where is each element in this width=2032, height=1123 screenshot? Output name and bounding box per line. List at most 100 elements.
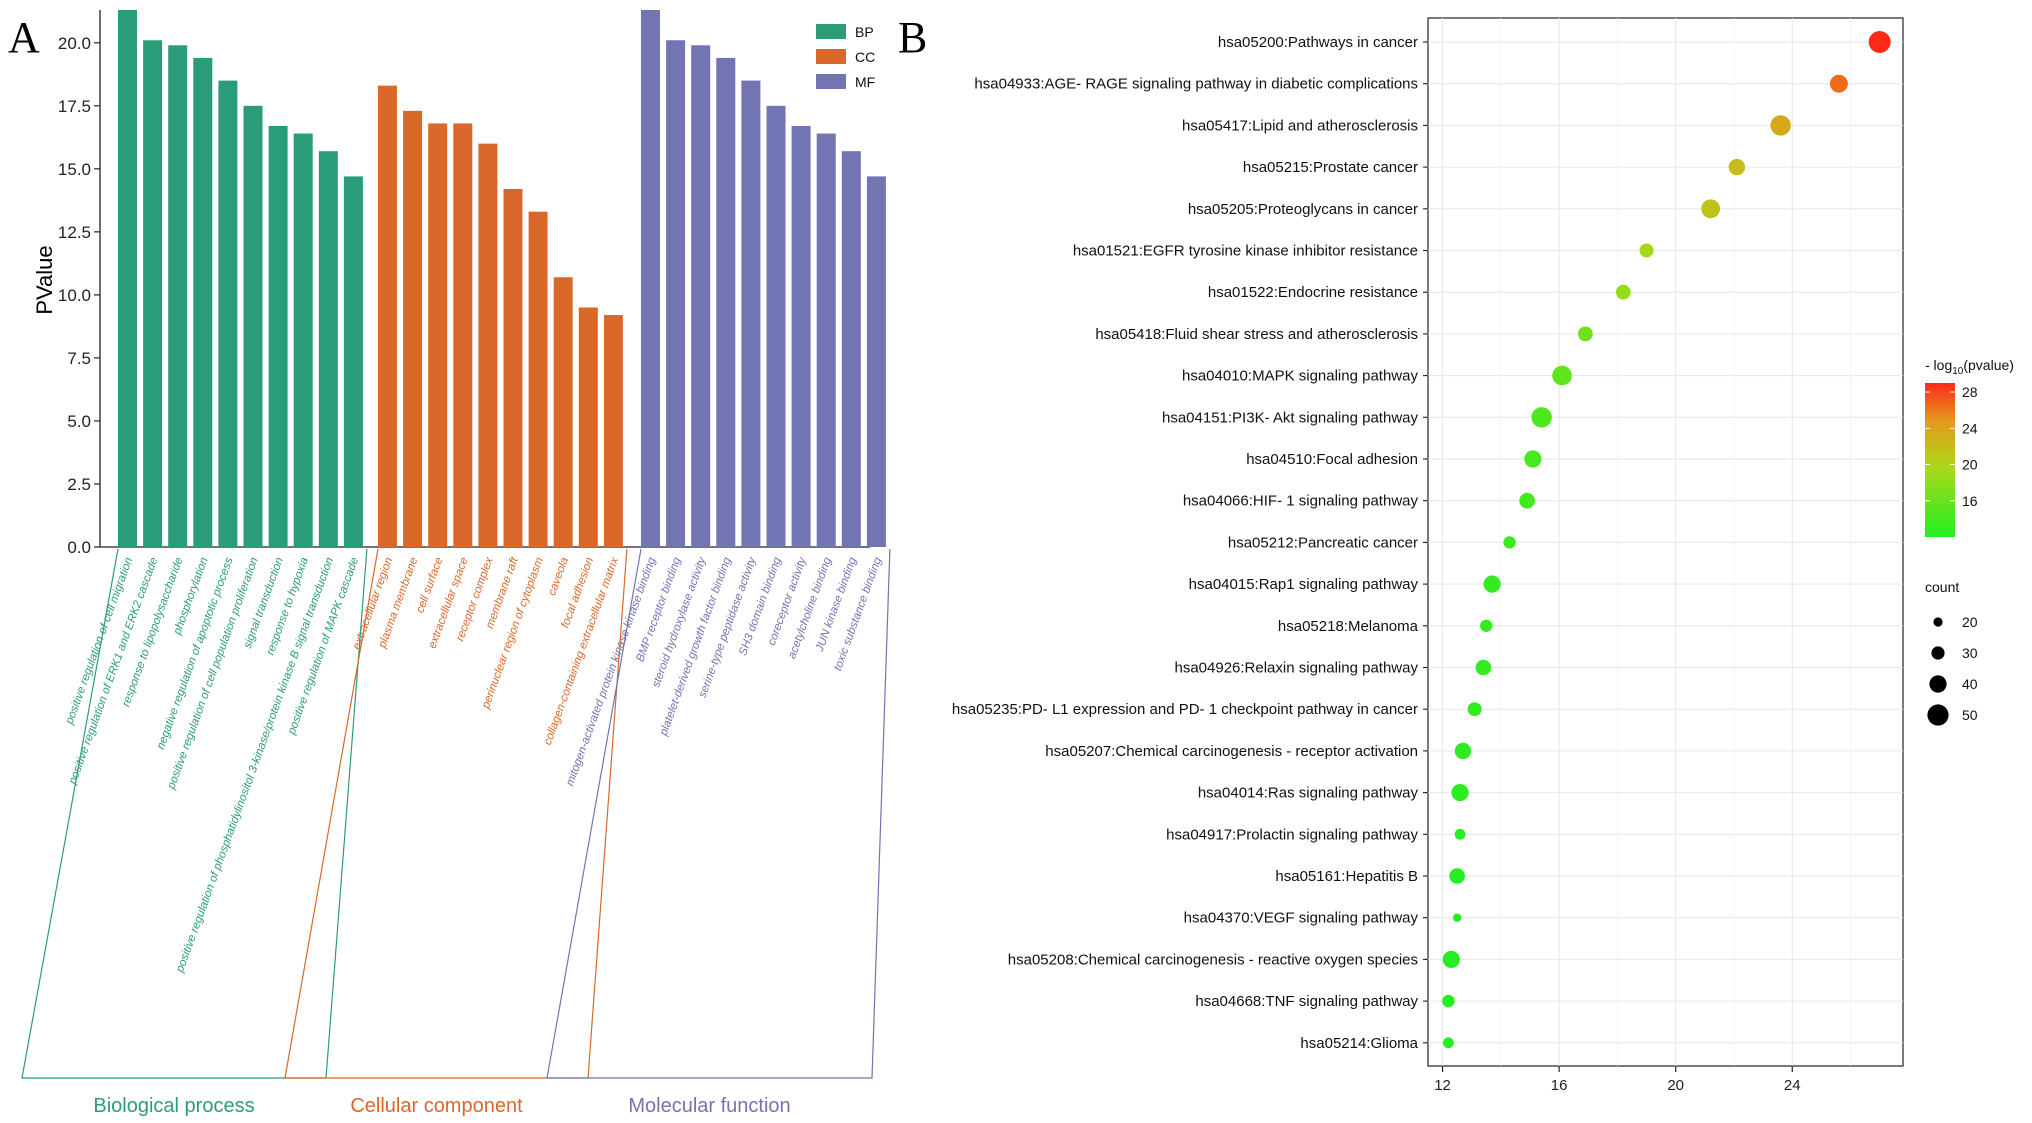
bubble-point bbox=[1483, 575, 1501, 593]
group-bracket-bp bbox=[21, 548, 368, 1079]
bubble-point bbox=[1480, 619, 1493, 632]
bar-mf-3 bbox=[691, 45, 711, 547]
pathway-label: hsa05418:Fluid shear stress and atherosc… bbox=[1095, 326, 1418, 343]
pathway-label: hsa05235:PD- L1 expression and PD- 1 che… bbox=[952, 701, 1418, 718]
bar-cc-5 bbox=[478, 143, 498, 547]
y-tick-label: 5.0 bbox=[67, 412, 91, 431]
bar-mf-4 bbox=[716, 57, 736, 548]
color-legend-title-suffix: (pvalue) bbox=[1963, 357, 2014, 373]
bar-cc-1 bbox=[378, 85, 397, 548]
bubble-point bbox=[1451, 784, 1469, 802]
bar-cc-4 bbox=[453, 123, 473, 547]
group-label-cc: Cellular component bbox=[350, 1095, 523, 1117]
x-tick-label: 12 bbox=[1434, 1077, 1451, 1094]
bubble-point bbox=[1454, 742, 1472, 760]
bubble-point bbox=[1701, 199, 1721, 219]
size-legend-label: 40 bbox=[1962, 676, 1978, 692]
pathway-label: hsa05215:Prostate cancer bbox=[1243, 159, 1418, 176]
pathway-label: hsa05218:Melanoma bbox=[1278, 618, 1419, 635]
bar-bp-8 bbox=[293, 133, 313, 547]
pathway-label: hsa04066:HIF- 1 signaling pathway bbox=[1183, 493, 1419, 510]
color-legend-ticks: 28 24 20 16 bbox=[1925, 384, 1978, 509]
bubble-point bbox=[1531, 407, 1552, 428]
bar-mf-5 bbox=[741, 80, 761, 547]
pathway-label: hsa01521:EGFR tyrosine kinase inhibitor … bbox=[1073, 243, 1418, 260]
size-legend-dot bbox=[1933, 617, 1943, 627]
color-tick-label: 28 bbox=[1962, 384, 1978, 400]
size-legend-label: 50 bbox=[1962, 707, 1978, 723]
pathway-label: hsa04010:MAPK signaling pathway bbox=[1182, 368, 1418, 385]
bubble-point bbox=[1503, 536, 1516, 549]
bar-cc-6 bbox=[503, 189, 523, 547]
size-legend-label: 30 bbox=[1962, 645, 1978, 661]
bar-cc-7 bbox=[528, 211, 548, 548]
group-brackets: Biological process Cellular component Mole… bbox=[21, 548, 891, 1117]
pathway-label: hsa05161:Hepatitis B bbox=[1275, 868, 1418, 885]
bar-bp-10 bbox=[343, 176, 363, 548]
bubble-point bbox=[1577, 326, 1593, 342]
bubble-point bbox=[1442, 950, 1460, 969]
bar-mf-8 bbox=[816, 133, 836, 547]
y-tick-label: 0.0 bbox=[67, 538, 91, 557]
bar-bp-9 bbox=[318, 151, 338, 547]
legend-swatch-bp bbox=[816, 24, 846, 39]
pathway-label: hsa04370:VEGF signaling pathway bbox=[1184, 910, 1419, 927]
group-label-mf: Molecular function bbox=[628, 1095, 790, 1117]
pathway-label: hsa05417:Lipid and atherosclerosis bbox=[1182, 117, 1418, 134]
bar-cc-8 bbox=[553, 277, 573, 547]
bar-mf-10 bbox=[866, 176, 886, 548]
panel-label-a: A bbox=[8, 13, 40, 62]
color-tick-label: 24 bbox=[1962, 420, 1978, 436]
color-bar bbox=[1925, 383, 1955, 537]
bar-bp-2 bbox=[143, 40, 163, 548]
bar-bp-1 bbox=[118, 10, 137, 547]
y-tick-label: 17.5 bbox=[58, 97, 91, 116]
size-legend: count 20 30 40 50 bbox=[1925, 579, 1978, 726]
pathway-label: hsa04926:Relaxin signaling pathway bbox=[1174, 660, 1418, 677]
bar-mf-9 bbox=[841, 151, 861, 547]
bubble-point bbox=[1552, 365, 1572, 386]
pathway-label: hsa05214:Glioma bbox=[1300, 1035, 1418, 1052]
bar-mf-1 bbox=[641, 10, 660, 547]
bubble-point bbox=[1454, 828, 1466, 840]
size-legend-label: 20 bbox=[1962, 614, 1978, 630]
pathway-label: hsa05208:Chemical carcinogenesis - react… bbox=[1008, 951, 1418, 968]
pathway-label: hsa04014:Ras signaling pathway bbox=[1198, 785, 1419, 802]
category-label: caveola bbox=[546, 556, 571, 597]
bar-cc-2 bbox=[403, 110, 423, 548]
category-labels: positive regulation of cell migrationpos… bbox=[63, 555, 884, 975]
bar-series bbox=[118, 10, 886, 548]
pathway-labels: hsa05200:Pathways in cancer hsa04933:AGE-… bbox=[952, 34, 1428, 1052]
y-tick-label: 2.5 bbox=[67, 475, 91, 494]
x-tick-label: 16 bbox=[1551, 1077, 1568, 1094]
pathway-label: hsa04917:Prolactin signaling pathway bbox=[1166, 826, 1418, 843]
bubble-point bbox=[1639, 243, 1654, 258]
color-legend-title: - log10(pvalue) bbox=[1925, 357, 2014, 377]
legend-swatch-cc bbox=[816, 49, 846, 64]
bar-bp-6 bbox=[243, 105, 263, 547]
pathway-label: hsa05205:Proteoglycans in cancer bbox=[1188, 201, 1418, 218]
bar-bp-3 bbox=[168, 45, 188, 547]
pathway-label: hsa05212:Pancreatic cancer bbox=[1228, 534, 1418, 551]
bar-mf-2 bbox=[666, 40, 686, 548]
pathway-label: hsa04151:PI3K- Akt signaling pathway bbox=[1162, 409, 1419, 426]
color-legend: - log10(pvalue) 28 24 20 16 bbox=[1925, 357, 2014, 537]
bubble-point bbox=[1728, 158, 1746, 176]
color-legend-title-prefix: - log bbox=[1925, 357, 1952, 373]
go-enrichment-bar-chart: A 0.0 2.5 5.0 7.5 10.0 12.5 15.0 17.5 20.0 PValue… bbox=[8, 10, 891, 1117]
bubble-point bbox=[1475, 659, 1492, 676]
y-tick-label: 10.0 bbox=[58, 286, 91, 305]
bar-bp-5 bbox=[218, 80, 238, 547]
size-legend-items: 20 30 40 50 bbox=[1927, 614, 1978, 726]
x-tick-label: 24 bbox=[1784, 1077, 1801, 1094]
bar-cc-10 bbox=[603, 315, 623, 547]
pathway-label: hsa04510:Focal adhesion bbox=[1246, 451, 1418, 468]
y-axis-title: PValue bbox=[32, 245, 57, 314]
size-legend-title: count bbox=[1925, 579, 1959, 595]
pathway-label: hsa05200:Pathways in cancer bbox=[1218, 34, 1418, 51]
pathway-label: hsa04933:AGE- RAGE signaling pathway in … bbox=[974, 76, 1418, 93]
bubble-point bbox=[1615, 284, 1631, 300]
bar-bp-7 bbox=[268, 125, 288, 547]
legend-label-mf: MF bbox=[855, 74, 875, 90]
